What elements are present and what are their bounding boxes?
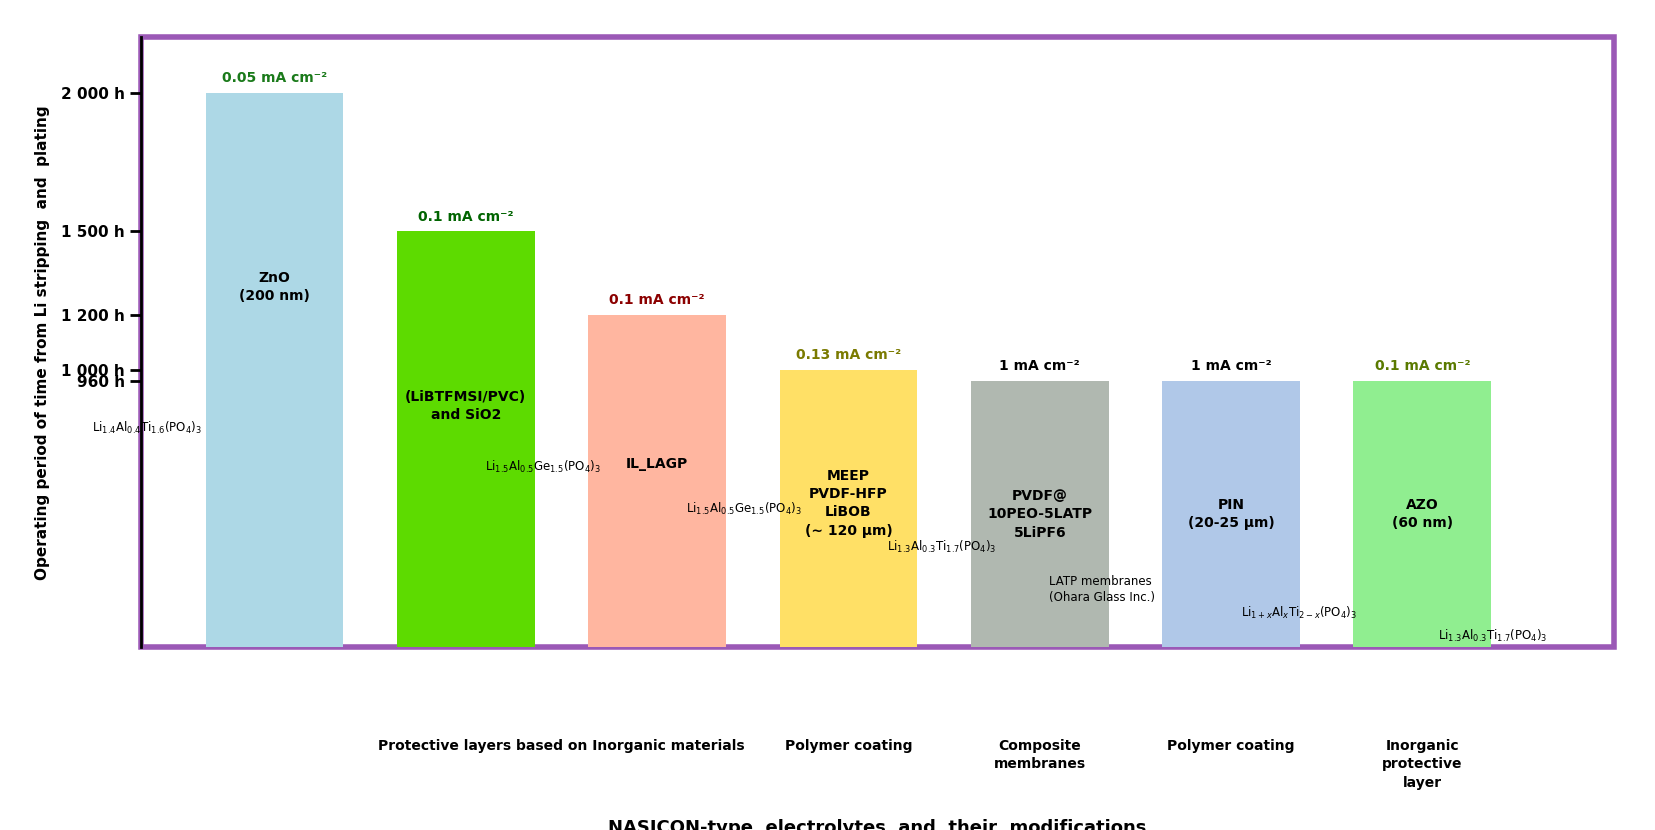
Bar [1162, 381, 1299, 647]
Text: 0.1 mA cm⁻²: 0.1 mA cm⁻² [1375, 359, 1470, 374]
Text: MEEP
PVDF-HFP
LiBOB
(∼ 120 μm): MEEP PVDF-HFP LiBOB (∼ 120 μm) [804, 469, 892, 538]
Text: Polymer coating: Polymer coating [1167, 739, 1294, 753]
Bar [397, 232, 535, 647]
Bar [588, 315, 727, 647]
Text: 0.1 mA cm⁻²: 0.1 mA cm⁻² [609, 293, 705, 307]
Bar [1354, 381, 1491, 647]
Text: Polymer coating: Polymer coating [784, 739, 912, 753]
Text: Protective layers based on Inorganic materials: Protective layers based on Inorganic mat… [379, 739, 745, 753]
Text: NASICON-type  electrolytes  and  their  modifications: NASICON-type electrolytes and their modi… [607, 819, 1147, 830]
Text: LATP membranes
(Ohara Glass Inc.): LATP membranes (Ohara Glass Inc.) [1049, 575, 1155, 604]
Bar [141, 37, 1614, 647]
Text: Li$_{1.5}$Al$_{0.5}$Ge$_{1.5}$(PO$_{4}$)$_{3}$: Li$_{1.5}$Al$_{0.5}$Ge$_{1.5}$(PO$_{4}$)… [485, 459, 601, 475]
Text: Li$_{1.3}$Al$_{0.3}$Ti$_{1.7}$(PO$_{4}$)$_{3}$: Li$_{1.3}$Al$_{0.3}$Ti$_{1.7}$(PO$_{4}$)… [887, 540, 996, 555]
Text: 1 mA cm⁻²: 1 mA cm⁻² [1000, 359, 1081, 374]
Y-axis label: Operating period of time from Li stripping  and  plating: Operating period of time from Li strippi… [35, 105, 50, 579]
Text: 0.13 mA cm⁻²: 0.13 mA cm⁻² [796, 349, 900, 363]
Text: IL_LAGP: IL_LAGP [626, 457, 688, 471]
Text: AZO
(60 nm): AZO (60 nm) [1392, 498, 1453, 530]
Text: 0.05 mA cm⁻²: 0.05 mA cm⁻² [222, 71, 328, 85]
Bar [205, 93, 344, 647]
Text: Li$_{1.5}$Al$_{0.5}$Ge$_{1.5}$(PO$_{4}$)$_{3}$: Li$_{1.5}$Al$_{0.5}$Ge$_{1.5}$(PO$_{4}$)… [685, 500, 801, 516]
Text: Li$_{1.4}$Al$_{0.4}$Ti$_{1.6}$(PO$_{4}$)$_{3}$: Li$_{1.4}$Al$_{0.4}$Ti$_{1.6}$(PO$_{4}$)… [91, 420, 202, 436]
Text: Inorganic
protective
layer: Inorganic protective layer [1382, 739, 1463, 789]
Text: 0.1 mA cm⁻²: 0.1 mA cm⁻² [419, 210, 513, 224]
Text: PVDF@
10PEO-5LATP
5LiPF6: PVDF@ 10PEO-5LATP 5LiPF6 [986, 489, 1092, 540]
Text: PIN
(20-25 μm): PIN (20-25 μm) [1188, 498, 1274, 530]
Bar [780, 370, 917, 647]
Text: Li$_{1+x}$Al$_{x}$Ti$_{2-x}$(PO$_{4}$)$_{3}$: Li$_{1+x}$Al$_{x}$Ti$_{2-x}$(PO$_{4}$)$_… [1241, 604, 1357, 621]
Text: Li$_{1.3}$Al$_{0.3}$Ti$_{1.7}$(PO$_{4}$)$_{3}$: Li$_{1.3}$Al$_{0.3}$Ti$_{1.7}$(PO$_{4}$)… [1438, 628, 1547, 644]
Text: ZnO
(200 nm): ZnO (200 nm) [238, 271, 309, 303]
Text: (LiBTFMSI/PVC)
and SiO2: (LiBTFMSI/PVC) and SiO2 [405, 390, 526, 422]
Text: Composite
membranes: Composite membranes [993, 739, 1086, 771]
Bar [971, 381, 1109, 647]
Text: 1 mA cm⁻²: 1 mA cm⁻² [1190, 359, 1271, 374]
